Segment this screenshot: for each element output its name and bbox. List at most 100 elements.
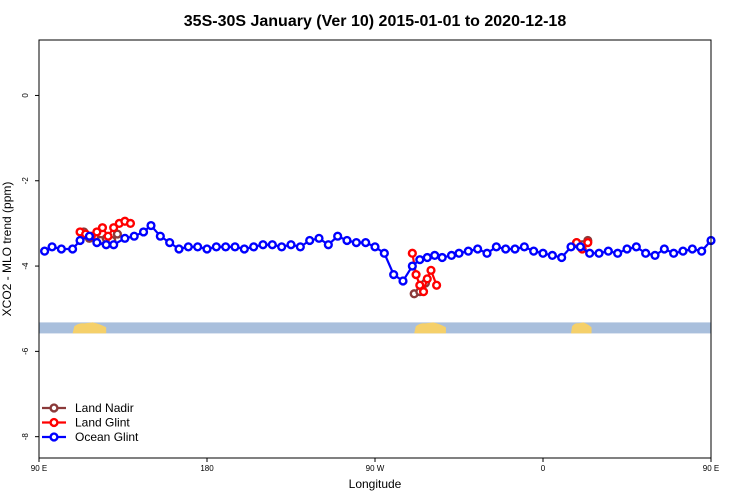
series-layer [39,216,716,299]
ocean-glint-point [305,235,315,246]
ocean-glint-point [437,252,447,263]
ocean-glint-point [547,250,557,260]
ocean-glint-point [101,240,111,250]
ocean-glint-point [75,235,85,246]
y-tick-label-1: -2 [21,177,30,185]
x-tick-label-4: 90 E [703,464,719,473]
ocean-glint-point [342,235,352,246]
legend-item-ocean-glint: Ocean Glint [42,430,139,444]
ocean-glint-point [351,238,361,248]
ocean-glint-point [491,242,501,252]
ocean-glint-point [84,231,95,241]
ocean-glint-point [314,233,324,243]
ocean-glint-point [155,231,165,241]
ocean-glint-point [230,242,240,252]
ocean-glint-point [56,244,67,254]
ocean-glint-point [221,242,231,252]
land-glint-point [109,223,119,233]
ocean-glint-point [430,250,440,260]
ocean-glint-point [47,242,57,252]
ocean-glint-point [473,244,483,254]
legend-swatch-marker [49,432,59,442]
ocean-glint-point [669,248,679,258]
ocean-glint-point [138,227,149,237]
legend-label: Ocean Glint [75,430,139,444]
ocean-glint-point [594,248,604,258]
ocean-glint-point [174,244,184,254]
ocean-glint-point [183,242,193,252]
ocean-glint-point [557,252,567,263]
ocean-glint-point [415,255,425,265]
ocean-glint-point [519,242,529,252]
ocean-glint-point [678,246,688,256]
y-tick-label-2: -4 [21,262,30,270]
ocean-glint-point [529,246,539,256]
legend-label: Land Glint [75,416,130,430]
ocean-glint-point [501,244,511,254]
ocean-glint-point [146,220,156,231]
land-glint-point [432,280,442,290]
ocean-glint-point [379,248,389,258]
land-region-1 [414,322,446,334]
ocean-glint-point [202,244,212,254]
land-ocean-band [39,322,711,334]
x-tick-label-3: 0 [541,464,546,473]
ocean-glint-point [641,248,651,258]
legend-swatch-marker [49,417,59,428]
ocean-glint-point [109,240,119,250]
ocean-glint-point [510,244,520,254]
ocean-glint-point [120,233,130,243]
chart-title: 35S-30S January (Ver 10) 2015-01-01 to 2… [184,13,567,30]
y-tick-label-0: 0 [21,93,30,98]
land-glint-point [583,238,593,248]
ocean-glint-point [585,248,595,258]
ocean-glint-point [277,242,287,252]
x-tick-label-0: 90 E [31,464,47,473]
land-glint-point [97,223,108,233]
series-ocean-glint [39,220,716,286]
ocean-glint-point [422,252,432,263]
ocean-glint-point [249,242,259,252]
y-axis-label: XCO2 - MLO trend (ppm) [0,182,14,317]
ocean-glint-point [295,242,305,252]
y-tick-label-4: -8 [21,433,30,441]
ocean-glint-point [631,242,641,252]
axes: 90 E 180 90 W 0 90 E 0 -2 -4 -6 -8 [21,93,719,473]
ocean-glint-point [239,244,249,254]
ocean-glint-point [370,242,380,252]
x-tick-label-2: 90 W [366,464,385,473]
ocean-band [39,322,711,334]
ocean-glint-point [193,242,203,252]
ocean-glint-point [389,269,399,280]
ocean-glint-point [659,244,669,254]
land-glint-point [92,227,102,237]
land-region-2 [571,322,592,334]
ocean-glint-point [165,238,175,248]
ocean-glint-point [211,242,221,252]
ocean-glint-point [613,248,623,258]
land-glint-point [411,269,421,280]
ocean-glint-point [267,240,277,250]
ocean-glint-point [538,248,548,258]
x-axis-label: Longitude [349,477,402,491]
ocean-glint-point [286,240,296,250]
ocean-glint-point [463,246,473,256]
ocean-glint-point [687,244,697,254]
land-glint-point [426,265,436,275]
land-glint-point [415,280,425,290]
ocean-glint-point [454,248,464,258]
ocean-glint-point [129,231,139,241]
ocean-glint-point [92,238,102,248]
land-glint-point [125,218,136,229]
legend-item-land-nadir: Land Nadir [42,401,134,415]
ocean-glint-point [697,246,707,256]
ocean-glint-point [361,238,371,248]
ocean-glint-point [650,250,660,260]
legend-swatch-marker [49,403,59,413]
ocean-glint-point [333,231,343,241]
land-glint-point [103,231,113,241]
legend-label: Land Nadir [75,401,134,415]
land-region-0 [72,322,107,334]
land-nadir-point [112,229,123,239]
